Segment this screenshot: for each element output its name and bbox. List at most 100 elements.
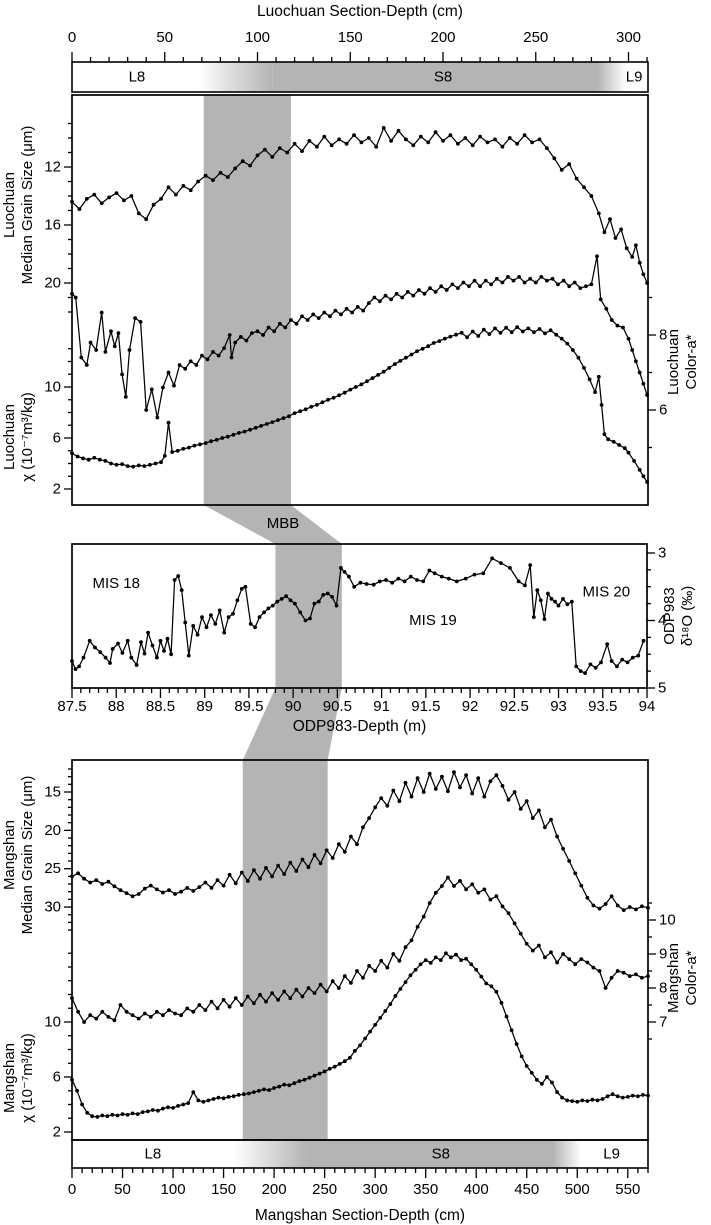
data-point [285,150,290,155]
y-tick-label-ms_color: 7 [659,1014,667,1031]
data-point [518,931,523,936]
data-point [283,325,288,330]
data-point [233,340,238,345]
panel-mangshan: L8 S8 L9 0 50 100 150 200 250 300 350 400 450 500 550 M… [1,759,700,1224]
data-point [391,788,396,793]
data-point [330,856,335,860]
data-point [303,618,308,623]
data-point [248,622,253,626]
data-point [344,306,349,311]
data-point [148,883,153,888]
data-point [203,173,208,178]
x-tick-label: 250 [312,1181,337,1198]
y-axis-title-lc_chi-line1: Luochuan [1,404,18,470]
data-point [294,321,299,326]
data-point [524,799,529,804]
data-point [227,333,232,337]
series-line-ms_chi_series [71,952,649,1118]
data-point [279,597,284,601]
data-point [494,894,499,899]
data-point [277,146,282,151]
data-point [145,1109,150,1114]
y-axis-title-ms_grain-line2: Median Grain Size (μm) [19,776,36,935]
data-point [203,880,208,885]
data-point [90,1114,95,1119]
series-markers-ms_chi_series [70,951,650,1119]
strat-segment [272,62,597,92]
data-point [92,455,97,460]
data-point [518,807,523,811]
data-point [227,1004,232,1009]
data-point [545,146,549,151]
data-point [312,991,317,995]
data-point [579,883,584,888]
data-point [99,310,104,315]
data-point [262,1087,266,1092]
data-point [124,1009,129,1014]
data-point [294,987,299,992]
data-point [252,1090,256,1094]
data-point [135,1112,140,1116]
data-point [298,610,303,615]
data-point [120,462,124,466]
data-point [556,603,561,608]
data-point [349,834,353,839]
data-point [329,143,334,148]
data-point [233,881,238,886]
data-point [277,1084,282,1089]
data-point [258,876,262,881]
data-point [226,1095,231,1099]
data-point [602,432,607,437]
data-point [213,622,218,626]
data-point [476,334,481,338]
data-point [175,448,180,453]
data-point [500,280,505,285]
data-point [438,958,443,962]
data-point [579,957,584,961]
y-tick-label-lc_grain: 16 [44,217,61,234]
data-point [408,973,413,978]
data-point [130,894,135,899]
data-point [621,325,625,330]
data-point [93,645,97,650]
data-point [588,662,593,667]
data-point [324,989,329,994]
data-point [645,480,649,484]
data-point [122,198,126,203]
data-point [166,185,171,190]
data-point [452,884,456,888]
data-point [507,136,512,140]
data-point [615,903,620,908]
data-point [159,197,163,201]
data-point [114,462,119,467]
data-point [106,879,111,884]
data-point [282,1082,287,1087]
data-point [634,243,638,248]
y-ticks-lc_color [648,296,656,449]
data-point [620,1095,625,1100]
data-point [393,994,398,998]
data-point [124,891,129,896]
data-point [200,353,204,358]
data-point [585,960,590,965]
data-point [381,369,386,374]
data-point [537,327,542,331]
data-point [515,325,520,329]
data-point [583,671,587,675]
data-point [437,339,442,343]
data-point [255,329,260,334]
data-point [630,655,635,660]
data-point [289,318,293,322]
data-point [458,879,462,883]
data-point [418,962,423,967]
data-point [148,462,152,467]
data-point [422,291,427,296]
data-point [70,451,74,456]
data-point [94,1016,99,1021]
data-point [493,326,497,331]
data-point [200,615,204,619]
data-point [464,956,468,961]
data-point [404,355,408,360]
panel-frame [71,759,649,1141]
strat-segment [306,1140,554,1168]
